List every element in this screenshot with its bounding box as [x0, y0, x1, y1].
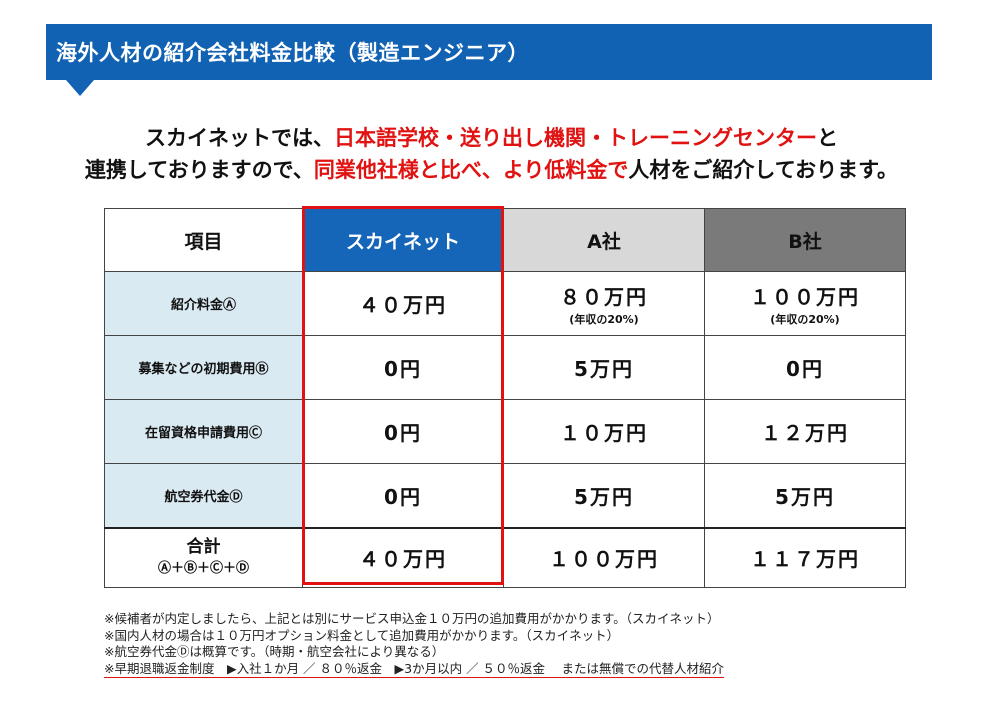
cell-company-a: ８０万円 (年収の20%) [503, 271, 705, 336]
intro-line2-tail: 人材をご紹介しております。 [628, 158, 899, 182]
cell-company-a: 5万円 [503, 335, 705, 400]
cell-skynet: ４０万円 [302, 271, 504, 336]
footnote: ※航空券代金Ⓓは概算です。（時期・航空会社により異なる） [104, 644, 445, 659]
page-title: 海外人材の紹介会社料金比較（製造エンジニア） [56, 41, 529, 65]
intro-line1-tail: と [817, 126, 838, 150]
cell-skynet: 0円 [302, 463, 504, 528]
header-item: 項目 [104, 208, 303, 272]
cell-skynet: 0円 [302, 399, 504, 464]
table-row: 在留資格申請費用Ⓒ 0円 １０万円 １２万円 [104, 399, 906, 464]
cell-company-a: １０万円 [503, 399, 705, 464]
cell-value: ８０万円 [560, 284, 648, 309]
intro-line2-text: 連携しておりますので、 [84, 158, 314, 182]
row-label: 紹介料金Ⓐ [104, 271, 303, 336]
cell-company-b: 5万円 [704, 463, 906, 528]
intro-line2-highlight: 同業他社様と比べ、より低料金で [313, 158, 629, 182]
footnote: ※国内人材の場合は１０万円オプション料金として追加費用がかかります。（スカイネッ… [104, 627, 620, 643]
total-label: 合計 Ⓐ＋Ⓑ＋Ⓒ＋Ⓓ [104, 526, 303, 588]
cell-note: (年収の20%) [770, 312, 840, 326]
header-skynet: スカイネット [302, 208, 504, 272]
table-header-row: 項目 スカイネット A社 B社 [104, 208, 906, 272]
intro-line1-highlight: 日本語学校・送り出し機関・トレーニングセンター [334, 126, 817, 150]
table-row: 紹介料金Ⓐ ４０万円 ８０万円 (年収の20%) １００万円 (年収の20%) [104, 271, 906, 336]
row-label: 在留資格申請費用Ⓒ [104, 399, 303, 464]
table-total-row: 合計 Ⓐ＋Ⓑ＋Ⓒ＋Ⓓ ４０万円 １００万円 １１７万円 [104, 526, 906, 588]
comparison-table: 項目 スカイネット A社 B社 紹介料金Ⓐ ４０万円 ８０万円 (年収の20%) … [104, 208, 906, 588]
total-skynet: ４０万円 [302, 526, 504, 588]
footnote: ※候補者が内定しましたら、上記とは別にサービス申込金１０万円の追加費用がかかりま… [104, 611, 720, 626]
table-row: 航空券代金Ⓓ 0円 5万円 5万円 [104, 463, 906, 528]
cell-note: (年収の20%) [569, 312, 639, 326]
total-company-a: １００万円 [503, 526, 705, 588]
total-company-b: １１７万円 [704, 526, 906, 588]
footnote-refund-policy: ※早期退職返金制度 ▶入社１か月 ／ ８０％返金 ▶3か月以内 ／ ５０％返金 … [104, 661, 725, 678]
cell-company-a: 5万円 [503, 463, 705, 528]
table-row: 募集などの初期費用Ⓑ 0円 5万円 0円 [104, 335, 906, 400]
intro-text: スカイネットでは、日本語学校・送り出し機関・トレーニングセンターと 連携しており… [0, 122, 983, 186]
intro-line1-text: スカイネットでは、 [145, 126, 334, 150]
intro-line-2: 連携しておりますので、同業他社様と比べ、より低料金で人材をご紹介しております。 [0, 154, 983, 186]
cell-company-b: 0円 [704, 335, 906, 400]
footnotes: ※候補者が内定しましたら、上記とは別にサービス申込金１０万円の追加費用がかかりま… [104, 611, 725, 678]
cell-value: １００万円 [750, 284, 860, 309]
header-company-b: B社 [704, 208, 906, 272]
header-arrow-decoration [66, 80, 94, 96]
total-title: 合計 [186, 536, 221, 557]
intro-line-1: スカイネットでは、日本語学校・送り出し機関・トレーニングセンターと [0, 122, 983, 154]
cell-company-b: １２万円 [704, 399, 906, 464]
cell-company-b: １００万円 (年収の20%) [704, 271, 906, 336]
cell-skynet: 0円 [302, 335, 504, 400]
header-bar: 海外人材の紹介会社料金比較（製造エンジニア） [46, 24, 932, 80]
total-formula: Ⓐ＋Ⓑ＋Ⓒ＋Ⓓ [157, 560, 249, 576]
row-label: 募集などの初期費用Ⓑ [104, 335, 303, 400]
row-label: 航空券代金Ⓓ [104, 463, 303, 528]
header-company-a: A社 [503, 208, 705, 272]
